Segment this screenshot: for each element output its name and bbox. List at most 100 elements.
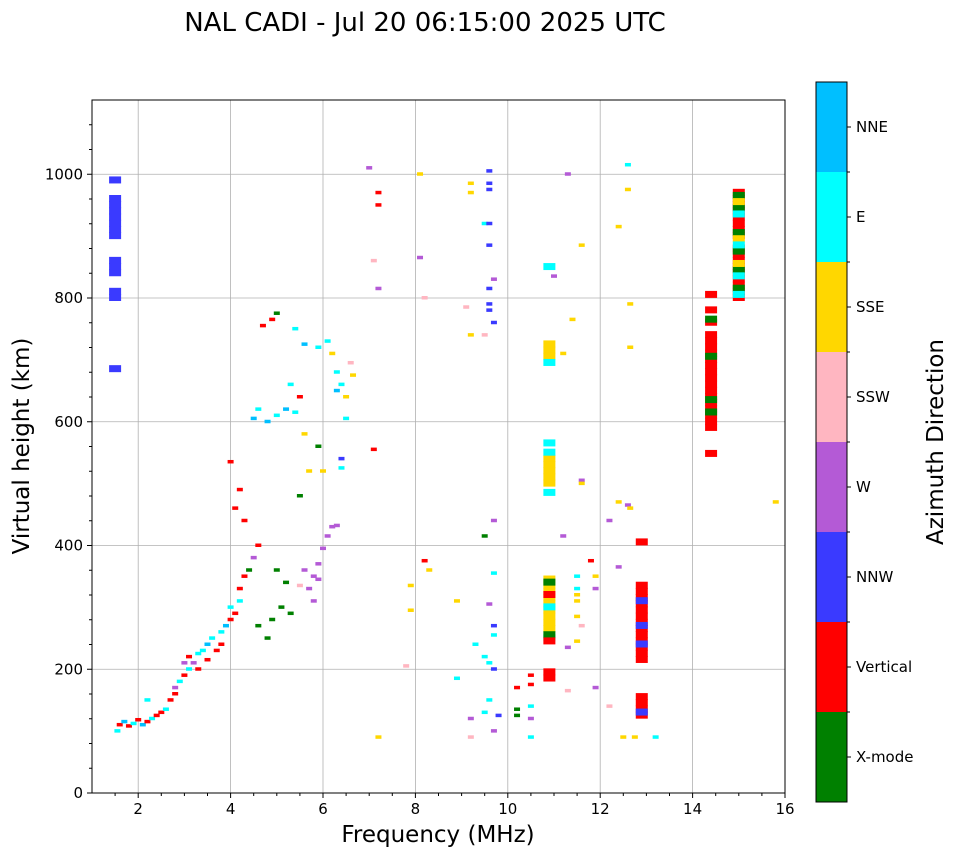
echo-point — [320, 546, 326, 551]
echo-point — [486, 243, 493, 247]
echo-point — [269, 617, 276, 622]
echo-point — [375, 190, 382, 195]
echo-point — [615, 500, 622, 504]
echo-point — [329, 351, 336, 356]
echo-point — [218, 642, 225, 646]
echo-point — [195, 667, 202, 671]
echo-point — [592, 586, 599, 591]
echo-column-point — [109, 213, 122, 221]
chart-title: NAL CADI - Jul 20 06:15:00 2025 UTC — [184, 8, 666, 38]
grid — [92, 100, 786, 794]
echo-point — [333, 370, 340, 374]
echo-column-point — [109, 294, 122, 301]
echo-point — [301, 432, 308, 436]
echo-column-point — [705, 368, 718, 376]
echo-point — [255, 543, 262, 547]
echo-column-point — [635, 693, 648, 701]
echo-point — [403, 664, 410, 668]
echo-point — [292, 326, 299, 331]
echo-point — [486, 602, 493, 606]
echo-column-point — [109, 219, 122, 227]
x-tick-label: 14 — [683, 800, 702, 818]
echo-point — [273, 568, 280, 572]
echo-column-point — [732, 266, 745, 274]
colorbar-frame — [815, 81, 848, 803]
echo-point — [338, 456, 345, 461]
echo-point — [421, 558, 428, 563]
echo-point — [227, 459, 234, 464]
colorbar-swatch-ssw — [816, 352, 847, 442]
echo-point — [486, 302, 493, 306]
echo-point — [310, 599, 317, 603]
echo-point — [407, 583, 414, 588]
echo-point — [209, 636, 216, 640]
echo-column-point — [109, 207, 122, 215]
echo-column-point — [732, 229, 745, 237]
colorbar-swatch-e — [816, 172, 847, 262]
x-tick-label: 4 — [226, 800, 236, 818]
echo-column-point — [732, 247, 745, 255]
echo-point — [490, 320, 497, 325]
echo-point — [324, 534, 331, 538]
colorbar-tick-label: SSW — [856, 388, 890, 406]
echo-point — [606, 518, 613, 523]
echo-column-point — [543, 358, 556, 366]
echo-column-point — [543, 263, 556, 271]
echo-point — [490, 571, 497, 575]
echo-point — [564, 172, 571, 176]
echo-point — [467, 735, 474, 739]
echo-point — [366, 166, 373, 170]
echo-column-point — [635, 640, 648, 648]
echo-point — [116, 722, 123, 727]
echo-column-point — [705, 386, 718, 394]
echo-column-point — [635, 621, 648, 629]
echo-point — [453, 599, 460, 603]
x-tick-label: 2 — [133, 800, 143, 818]
echo-point — [130, 721, 137, 726]
echo-point — [338, 466, 345, 470]
echo-column-point — [705, 337, 718, 345]
echo-point — [172, 692, 179, 696]
echo-point — [315, 562, 322, 566]
echo-column-point — [109, 287, 122, 295]
echo-point — [564, 688, 571, 693]
echo-point — [232, 611, 239, 616]
echo-column-point — [732, 235, 745, 243]
echo-point — [592, 574, 599, 578]
echo-point — [481, 654, 488, 659]
echo-point — [417, 172, 424, 176]
echo-point — [772, 500, 779, 504]
plot-background — [92, 100, 785, 793]
echo-point — [624, 162, 631, 167]
echo-point — [486, 661, 493, 665]
x-tick-label: 6 — [318, 800, 328, 818]
echo-point — [114, 729, 121, 733]
echo-point — [481, 710, 488, 715]
echo-point — [627, 345, 634, 349]
echo-column-point — [635, 708, 648, 716]
echo-point — [222, 623, 229, 628]
echo-column-point — [732, 272, 745, 280]
x-axis-label: Frequency (MHz) — [341, 822, 534, 848]
echo-column-point — [705, 408, 718, 416]
echo-point — [287, 611, 294, 616]
echo-point — [631, 735, 638, 739]
colorbar-swatch-x-mode — [816, 712, 847, 802]
echo-point — [615, 565, 622, 569]
echo-point — [324, 339, 331, 343]
echo-point — [296, 583, 303, 588]
echo-column-point — [543, 637, 556, 645]
echo-point — [306, 586, 313, 591]
echo-point — [486, 286, 493, 291]
echo-column-point — [705, 343, 718, 351]
echo-point — [560, 351, 567, 356]
echo-point — [514, 713, 521, 718]
echo-column-point — [543, 473, 556, 481]
echo-point — [490, 667, 497, 671]
echo-point — [527, 673, 534, 677]
echo-column-point — [109, 365, 122, 373]
echo-point — [333, 388, 340, 393]
echo-point — [627, 506, 634, 510]
y-tick-label: 800 — [54, 289, 83, 307]
echo-point — [606, 704, 613, 708]
